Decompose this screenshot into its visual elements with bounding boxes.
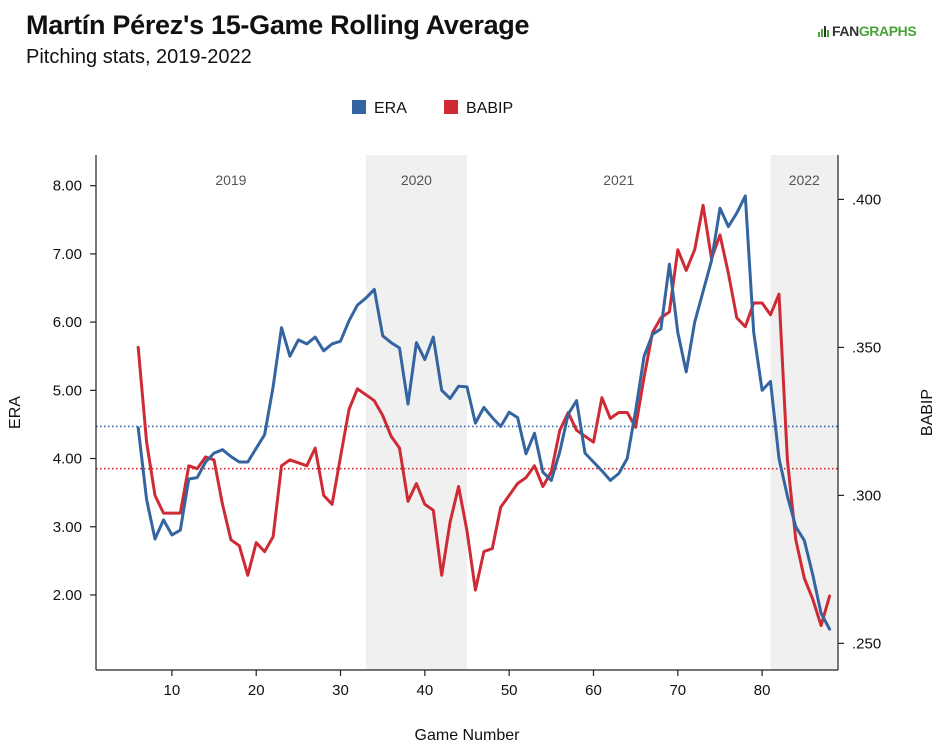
fangraphs-bars-icon [818,26,829,37]
y-left-tick-label: 2.00 [53,587,82,604]
season-bands: 2019 2020 2021 2022 [215,155,838,670]
y-right-axis-label: BABIP [919,389,936,436]
logo-text-prefix: FAN [832,23,859,39]
chart-title: Martín Pérez's 15-Game Rolling Average [26,10,530,40]
x-tick-label: 60 [585,682,602,699]
season-band-2022 [770,155,838,670]
x-tick-label: 30 [332,682,349,699]
y-right-tick-label: .400 [852,191,881,208]
fangraphs-logo: FANGRAPHS [818,23,917,39]
season-label-2022: 2022 [789,172,820,188]
y-right-tick-label: .250 [852,635,881,652]
y-left-tick-label: 4.00 [53,451,82,468]
legend-swatch-era [352,100,366,114]
y-left-tick-label: 5.00 [53,382,82,399]
x-tick-label: 10 [164,682,181,699]
y-left-tick-label: 6.00 [53,314,82,331]
legend-swatch-babip [444,100,458,114]
x-tick-label: 50 [501,682,518,699]
x-tick-label: 80 [754,682,771,699]
series-line-babip [136,203,832,628]
x-axis-label: Game Number [415,727,521,744]
y-left-tick-label: 3.00 [53,519,82,536]
x-tick-label: 20 [248,682,265,699]
x-tick-label: 70 [669,682,686,699]
y-right-tick-label: .350 [852,339,881,356]
logo-text-suffix: GRAPHS [858,23,917,39]
axes: 10 20 30 40 50 60 70 80 2.00 3.00 4.00 5.00 6.00 7.00… [7,155,936,744]
legend: ERA BABIP [352,100,513,117]
season-label-2021: 2021 [603,172,634,188]
y-right-tick-label: .300 [852,487,881,504]
y-left-tick-label: 8.00 [53,178,82,195]
y-left-axis-label: ERA [7,396,24,429]
season-label-2019: 2019 [215,172,246,188]
chart-subtitle: Pitching stats, 2019-2022 [26,46,252,68]
series-lines [136,194,832,631]
legend-label-babip: BABIP [466,100,513,117]
legend-label-era: ERA [374,100,407,117]
y-left-tick-label: 7.00 [53,246,82,263]
series-line-era [136,194,832,631]
x-tick-label: 40 [416,682,433,699]
season-label-2020: 2020 [401,172,432,188]
